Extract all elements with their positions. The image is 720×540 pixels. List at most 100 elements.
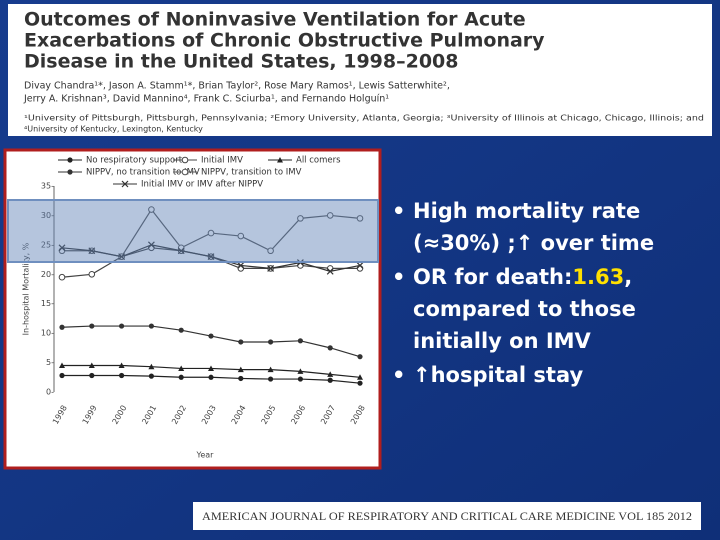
affiliation-line: ¹University of Pittsburgh, Pittsburgh, P… <box>24 114 704 123</box>
y-tick-label: 10- <box>41 329 54 338</box>
author-line: Jerry A. Krishnan³, David Mannino⁴, Fran… <box>23 94 389 105</box>
point <box>267 247 274 255</box>
title-line: Disease in the United States, 1998–2008 <box>24 51 459 73</box>
legend-marker <box>181 156 189 164</box>
point <box>148 323 154 329</box>
point <box>297 368 304 374</box>
y-tick-label: 15- <box>41 299 54 308</box>
point <box>148 363 155 370</box>
point <box>148 206 155 213</box>
point <box>327 377 333 383</box>
y-tick-label: 30- <box>41 211 54 220</box>
y-tick-label: 0- <box>46 388 54 397</box>
point <box>147 241 155 249</box>
point <box>119 372 125 379</box>
legend-marker <box>277 157 283 163</box>
bullet-text: compared to those <box>413 297 636 321</box>
y-tick-label: 25- <box>41 240 54 249</box>
point <box>326 212 334 219</box>
y-tick-label: 5- <box>46 358 54 367</box>
bullet-text: (≈30%) ;↑ over time <box>413 231 654 255</box>
title-line: Exacerbations of Chronic Obstructive Pul… <box>24 30 545 52</box>
point <box>237 366 244 373</box>
title-line: Outcomes of Noninvasive Ventilation for … <box>24 9 526 31</box>
point <box>59 324 65 330</box>
legend-label: Initial IMV or IMV after NIPPV <box>141 180 263 190</box>
affiliation-line: ⁴University of Kentucky, Lexington, Kent… <box>24 125 203 134</box>
point <box>88 270 96 278</box>
footer-panel <box>193 502 701 530</box>
point <box>268 376 274 382</box>
point <box>178 365 185 371</box>
point <box>208 374 214 380</box>
point <box>357 354 363 360</box>
point <box>297 215 304 222</box>
bullet-value: 1.63 <box>572 265 624 289</box>
legend-marker <box>121 180 129 188</box>
author-line: Divay Chandra¹*, Jason A. Stamm¹*, Brian… <box>24 81 450 92</box>
point <box>237 262 245 269</box>
point <box>178 374 184 380</box>
legend-marker <box>181 168 189 176</box>
legend-label: Initial IMV <box>201 156 243 166</box>
legend-label: NIPPV, no transition to IMV <box>86 168 200 178</box>
point <box>207 253 215 261</box>
bullet-text: OR for death:1.63, <box>413 265 632 289</box>
bullet-tail: , <box>624 265 632 289</box>
legend-label: NIPPV, transition to IMV <box>201 168 302 178</box>
x-axis-label: Year <box>196 451 215 460</box>
bullet-text: ↑hospital stay <box>413 363 583 387</box>
point <box>238 339 244 345</box>
point <box>89 323 95 329</box>
legend-label: All comers <box>296 156 341 166</box>
point <box>297 376 303 382</box>
point <box>326 267 334 275</box>
legend-label: No respiratory support <box>86 156 183 166</box>
point <box>207 229 215 237</box>
point <box>356 262 364 269</box>
point <box>327 345 333 351</box>
point <box>88 247 96 255</box>
legend-marker <box>67 169 73 175</box>
y-axis-label: In-hospital Mortality, % <box>22 242 31 335</box>
header-panel <box>8 4 712 136</box>
point <box>59 372 65 379</box>
point <box>58 244 66 252</box>
point <box>177 247 185 255</box>
bullet-text: High mortality rate <box>413 199 640 223</box>
point <box>267 366 274 373</box>
point <box>118 253 126 261</box>
point <box>119 323 125 329</box>
point <box>88 362 95 369</box>
legend-marker <box>67 157 73 163</box>
point <box>58 273 66 281</box>
bullet-list: • High mortality rate (≈30%) ;↑ over tim… <box>392 199 654 387</box>
bullet-marker: • <box>392 363 405 387</box>
point <box>59 362 65 369</box>
y-tick-label: 20- <box>41 270 54 279</box>
point <box>357 380 363 386</box>
chart: 0- 5- 10- 15- 20- 25- 30- 35- In-hospital Mortal… <box>22 156 367 460</box>
point <box>118 362 125 369</box>
point <box>267 264 275 272</box>
bullet-text: initially on IMV <box>413 329 592 353</box>
bullet-marker: • <box>392 265 405 289</box>
point <box>208 333 214 339</box>
point <box>89 372 95 379</box>
point <box>327 371 334 377</box>
point <box>208 365 214 371</box>
point <box>297 338 303 344</box>
chart-panel <box>3 148 382 470</box>
point <box>237 232 245 240</box>
y-tick-label: 35- <box>41 182 54 191</box>
highlight-band <box>7 199 379 263</box>
bullet-marker: • <box>392 199 405 223</box>
point <box>238 375 244 382</box>
point <box>178 327 184 333</box>
point <box>357 374 363 380</box>
point <box>237 265 245 272</box>
bullet-lead: OR for death: <box>413 265 572 289</box>
point <box>148 373 154 379</box>
point <box>356 215 364 222</box>
